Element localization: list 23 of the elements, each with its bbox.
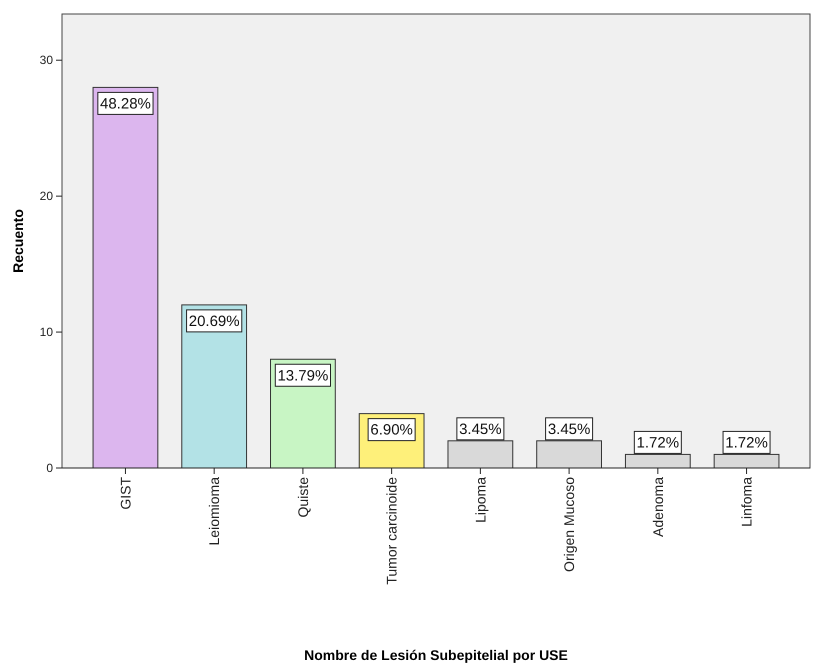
bar [92,86,158,468]
annotation: 20.69% [188,312,240,330]
y-tick-label: 30 [40,53,54,68]
x-tick-label: Origen Mucoso [561,476,578,572]
annotation: 1.72% [725,434,768,452]
x-tick-label: GIST [117,476,134,510]
x-tick-label: Leiomioma [206,476,222,546]
annotation: 13.79% [277,367,328,384]
x-tick-label: Adenoma [650,476,666,537]
x-tick-label: Lipoma [472,476,488,523]
annotation: 1.72% [636,434,680,452]
y-axis-title: Recuento [10,209,26,273]
x-tick-label: Linfoma [738,476,755,527]
annotation: 3.45% [459,420,502,438]
x-tick-label: Tumor carcinoide [384,476,400,585]
y-tick-label: 0 [46,461,54,475]
annotation: 48.28% [100,95,151,112]
x-tick-label: Quiste [294,476,311,518]
annotation: 6.90% [370,422,413,439]
y-tick-label: 10 [40,325,54,340]
y-tick-label: 20 [40,189,54,204]
x-axis-title: Nombre de Lesión Subepitelial por USE [304,647,568,663]
annotation: 3.45% [548,420,590,438]
